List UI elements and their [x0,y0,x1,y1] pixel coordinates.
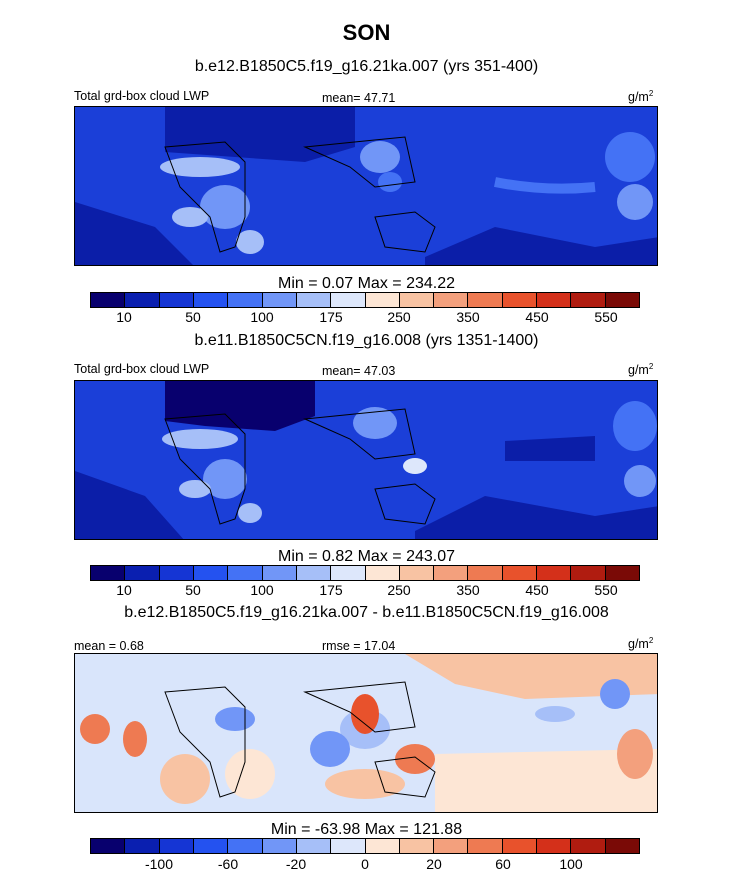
panel3-swatch-16 [605,839,639,853]
panel3-swatch-4 [193,839,229,853]
panel1-swatch-14 [537,293,572,307]
panel3-colorbar [90,838,640,854]
panel3-swatch-9 [365,839,400,853]
panel2-mean: mean= 47.03 [322,364,396,378]
panel1-tick: 550 [594,309,618,325]
panel2-tick: 450 [525,582,549,598]
panel3-swatch-10 [399,839,435,853]
panel2-swatch-7 [296,566,332,580]
panel1-swatch-3 [159,293,194,307]
panel2-variable: Total grd-box cloud LWP [74,362,210,376]
panel3-tick: 60 [495,856,511,872]
panel3-units: g/m2 [628,636,654,652]
panel2-swatch-11 [434,566,469,580]
panel1-swatch-9 [365,293,400,307]
panel2-tick: 175 [319,582,343,598]
panel3-swatch-12 [468,839,503,853]
panel2-tick: 350 [456,582,480,598]
panel1-swatch-11 [434,293,469,307]
panel2-swatch-8 [331,566,366,580]
panel1-ticks: 10 50 100 175 250 350 450 550 [90,309,640,327]
panel3-swatch-1 [91,839,126,853]
panel1-swatch-4 [193,293,229,307]
panel3-map-svg [75,654,657,812]
panel3-ticks: -100 -60 -20 0 20 60 100 [90,856,640,874]
panel2-swatch-4 [193,566,229,580]
panel1-tick: 100 [250,309,274,325]
panel1-swatch-1 [91,293,126,307]
panel1-tick: 50 [185,309,201,325]
panel2-tick: 250 [387,582,411,598]
panel1-colorbar [90,292,640,308]
panel2-swatch-16 [605,566,639,580]
panel3-rmse: rmse = 17.04 [322,639,396,653]
panel3-minmax: Min = -63.98 Max = 121.88 [270,821,463,838]
panel3-mean: mean = 0.68 [74,639,144,653]
panel3-tick: -60 [217,856,239,872]
panel2-swatch-14 [537,566,572,580]
panel2-tick: 50 [185,582,201,598]
panel1-units: g/m2 [628,89,654,105]
panel2-tick: 550 [594,582,618,598]
panel1-tick: 350 [456,309,480,325]
panel3-swatch-3 [159,839,194,853]
panel2-swatch-12 [468,566,503,580]
panel1-swatch-8 [331,293,366,307]
panel1-swatch-2 [125,293,160,307]
panel1-swatch-12 [468,293,503,307]
panel2-swatch-5 [228,566,263,580]
panel1-mean: mean= 47.71 [322,91,396,105]
panel1-swatch-10 [399,293,435,307]
panel2-swatch-3 [159,566,194,580]
panel2-swatch-1 [91,566,126,580]
panel3-tick: -20 [285,856,307,872]
panel1-swatch-5 [228,293,263,307]
page-title: SON [342,20,391,45]
panel3-swatch-2 [125,839,160,853]
panel2-swatch-6 [262,566,297,580]
panel2-minmax: Min = 0.82 Max = 243.07 [278,548,455,565]
panel1-map [74,106,658,266]
panel1-swatch-13 [502,293,538,307]
panel1-minmax: Min = 0.07 Max = 234.22 [278,275,455,292]
panel3-swatch-14 [537,839,572,853]
panel3-swatch-7 [296,839,332,853]
panel3-swatch-11 [434,839,469,853]
panel1-swatch-7 [296,293,332,307]
panel2-units: g/m2 [628,362,654,378]
panel2-swatch-10 [399,566,435,580]
panel2-title: b.e11.B1850C5CN.f19_g16.008 (yrs 1351-14… [194,332,539,349]
panel3-tick: 0 [361,856,369,872]
panel1-swatch-6 [262,293,297,307]
panel1-tick: 250 [387,309,411,325]
panel3-swatch-13 [502,839,538,853]
panel2-tick: 10 [116,582,132,598]
panel2-swatch-13 [502,566,538,580]
panel2-map [74,380,658,540]
panel2-tick: 100 [250,582,274,598]
panel3-swatch-8 [331,839,366,853]
panel2-swatch-9 [365,566,400,580]
panel1-swatch-15 [571,293,606,307]
panel1-map-svg [75,107,657,265]
panel1-tick: 10 [116,309,132,325]
panel2-ticks: 10 50 100 175 250 350 450 550 [90,582,640,600]
panel2-map-svg [75,381,657,539]
panel3-tick: 20 [426,856,442,872]
panel3-title: b.e12.B1850C5.f19_g16.21ka.007 - b.e11.B… [124,604,609,621]
panel1-swatch-16 [605,293,639,307]
panel3-tick: -100 [144,856,174,872]
panel3-tick: 100 [559,856,583,872]
panel3-swatch-5 [228,839,263,853]
panel2-colorbar [90,565,640,581]
panel2-swatch-2 [125,566,160,580]
panel3-swatch-15 [571,839,606,853]
panel1-variable: Total grd-box cloud LWP [74,89,210,103]
panel1-tick: 450 [525,309,549,325]
panel2-swatch-15 [571,566,606,580]
panel1-title: b.e12.B1850C5.f19_g16.21ka.007 (yrs 351-… [194,58,539,75]
panel1-tick: 175 [319,309,343,325]
panel3-swatch-6 [262,839,297,853]
panel3-map [74,653,658,813]
